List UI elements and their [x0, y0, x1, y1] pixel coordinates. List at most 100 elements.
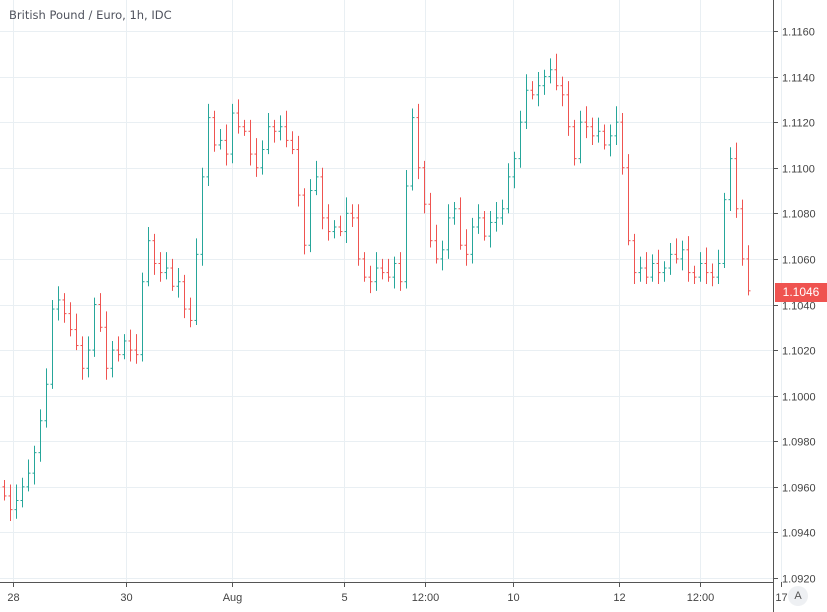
- time-tick-label: 5: [341, 592, 347, 604]
- ohlc-bar: [218, 129, 223, 150]
- price-tick-label: 1.1000: [782, 392, 816, 404]
- ohlc-bar: [152, 233, 157, 275]
- ohlc-bar: [488, 211, 493, 248]
- price-tick-label: 1.1040: [782, 301, 816, 313]
- ohlc-bar: [194, 238, 199, 326]
- ohlc-bar: [284, 110, 289, 148]
- ohlc-bar: [32, 445, 37, 485]
- ohlc-bar: [80, 336, 85, 380]
- ohlc-bar: [434, 224, 439, 264]
- ohlc-bar: [266, 113, 271, 155]
- ohlc-bar: [638, 256, 643, 282]
- ohlc-bar: [608, 124, 613, 157]
- ohlc-bar: [644, 252, 649, 284]
- time-tick-label: Aug: [223, 592, 243, 604]
- ohlc-bars: [2, 53, 751, 522]
- ohlc-bar: [92, 297, 97, 357]
- ohlc-bar: [158, 252, 163, 282]
- ohlc-bar: [692, 265, 697, 284]
- ohlc-bar: [8, 484, 13, 522]
- price-tick-label: 1.1080: [782, 209, 816, 221]
- ohlc-bar: [470, 217, 475, 264]
- ohlc-bar: [320, 167, 325, 230]
- ohlc-bar: [416, 103, 421, 180]
- ohlc-bar: [338, 215, 343, 237]
- ohlc-bar: [44, 368, 49, 428]
- ohlc-bar: [140, 272, 145, 362]
- ohlc-bar: [104, 311, 109, 380]
- ohlc-bar: [428, 192, 433, 248]
- ohlc-bar: [332, 220, 337, 239]
- ohlc-bar: [542, 69, 547, 95]
- time-tick-label: 12: [613, 592, 625, 604]
- ohlc-bar: [368, 265, 373, 294]
- ohlc-bar: [680, 240, 685, 271]
- ohlc-bar: [290, 131, 295, 155]
- time-tick-label: 17: [775, 592, 787, 604]
- ohlc-bar: [512, 151, 517, 189]
- ohlc-bar: [20, 477, 25, 508]
- price-tick-label: 1.1160: [782, 27, 815, 39]
- ohlc-bar: [626, 154, 631, 246]
- ohlc-bar: [278, 115, 283, 141]
- price-tick-label: 1.1120: [782, 118, 815, 130]
- ohlc-bar: [146, 227, 151, 287]
- ohlc-bar: [242, 119, 247, 136]
- ohlc-bar: [728, 147, 733, 212]
- ohlc-bar: [134, 334, 139, 364]
- chart-title: British Pound / Euro, 1h, IDC: [9, 8, 172, 22]
- ohlc-bar: [584, 106, 589, 139]
- ohlc-bar: [722, 192, 727, 269]
- ohlc-bar: [254, 138, 259, 177]
- ohlc-bar: [74, 313, 79, 351]
- ohlc-bar: [446, 204, 451, 259]
- ohlc-bar: [398, 252, 403, 291]
- ohlc-bar: [2, 479, 7, 501]
- price-tick-label: 1.1100: [782, 164, 815, 176]
- price-tick-label: 1.0960: [782, 483, 816, 495]
- ohlc-bar: [686, 236, 691, 282]
- price-axis[interactable]: 1.1160 1.1140 1.1120 1.1100 1.1080 1.1060 1.10…: [773, 27, 816, 586]
- ohlc-bar: [302, 188, 307, 255]
- ohlc-bar: [224, 124, 229, 166]
- ohlc-bar: [572, 119, 577, 166]
- ohlc-bar: [566, 81, 571, 136]
- ohlc-bar: [392, 256, 397, 289]
- ohlc-bar: [620, 113, 625, 175]
- ohlc-bar: [464, 229, 469, 266]
- ohlc-bar: [296, 135, 301, 207]
- ohlc-bar: [602, 124, 607, 150]
- ohlc-bar: [128, 329, 133, 362]
- ohlc-bar: [380, 258, 385, 280]
- ohlc-bar: [734, 142, 739, 218]
- ohlc-bar: [164, 252, 169, 280]
- auto-scale-button[interactable]: A: [788, 586, 808, 606]
- ohlc-bar: [98, 293, 103, 332]
- ohlc-bar: [236, 99, 241, 134]
- ohlc-bar: [506, 163, 511, 214]
- ohlc-bar: [230, 103, 235, 164]
- ohlc-bar: [740, 199, 745, 266]
- ohlc-bar: [56, 286, 61, 321]
- grid: [0, 0, 782, 582]
- time-axis[interactable]: 28 30 Aug 5 12:00 10 12 12:00 17: [7, 582, 788, 604]
- ohlc-bar: [206, 103, 211, 186]
- time-tick-label: 28: [7, 592, 19, 604]
- ohlc-bar: [704, 247, 709, 284]
- ohlc-bar: [68, 302, 73, 337]
- ohlc-bar: [560, 76, 565, 107]
- time-tick-label: 30: [120, 592, 132, 604]
- ohlc-bar: [710, 263, 715, 287]
- ohlc-bar: [350, 204, 355, 228]
- ohlc-bar: [500, 199, 505, 225]
- ohlc-bar: [668, 242, 673, 275]
- ohlc-bar: [404, 170, 409, 289]
- ohlc-bar: [362, 252, 367, 282]
- ohlc-bar: [170, 258, 175, 291]
- ohlc-bar: [590, 117, 595, 145]
- ohlc-bar: [494, 201, 499, 232]
- ohlc-bar: [308, 179, 313, 253]
- ohlc-bar: [314, 160, 319, 196]
- ohlc-bar: [482, 211, 487, 241]
